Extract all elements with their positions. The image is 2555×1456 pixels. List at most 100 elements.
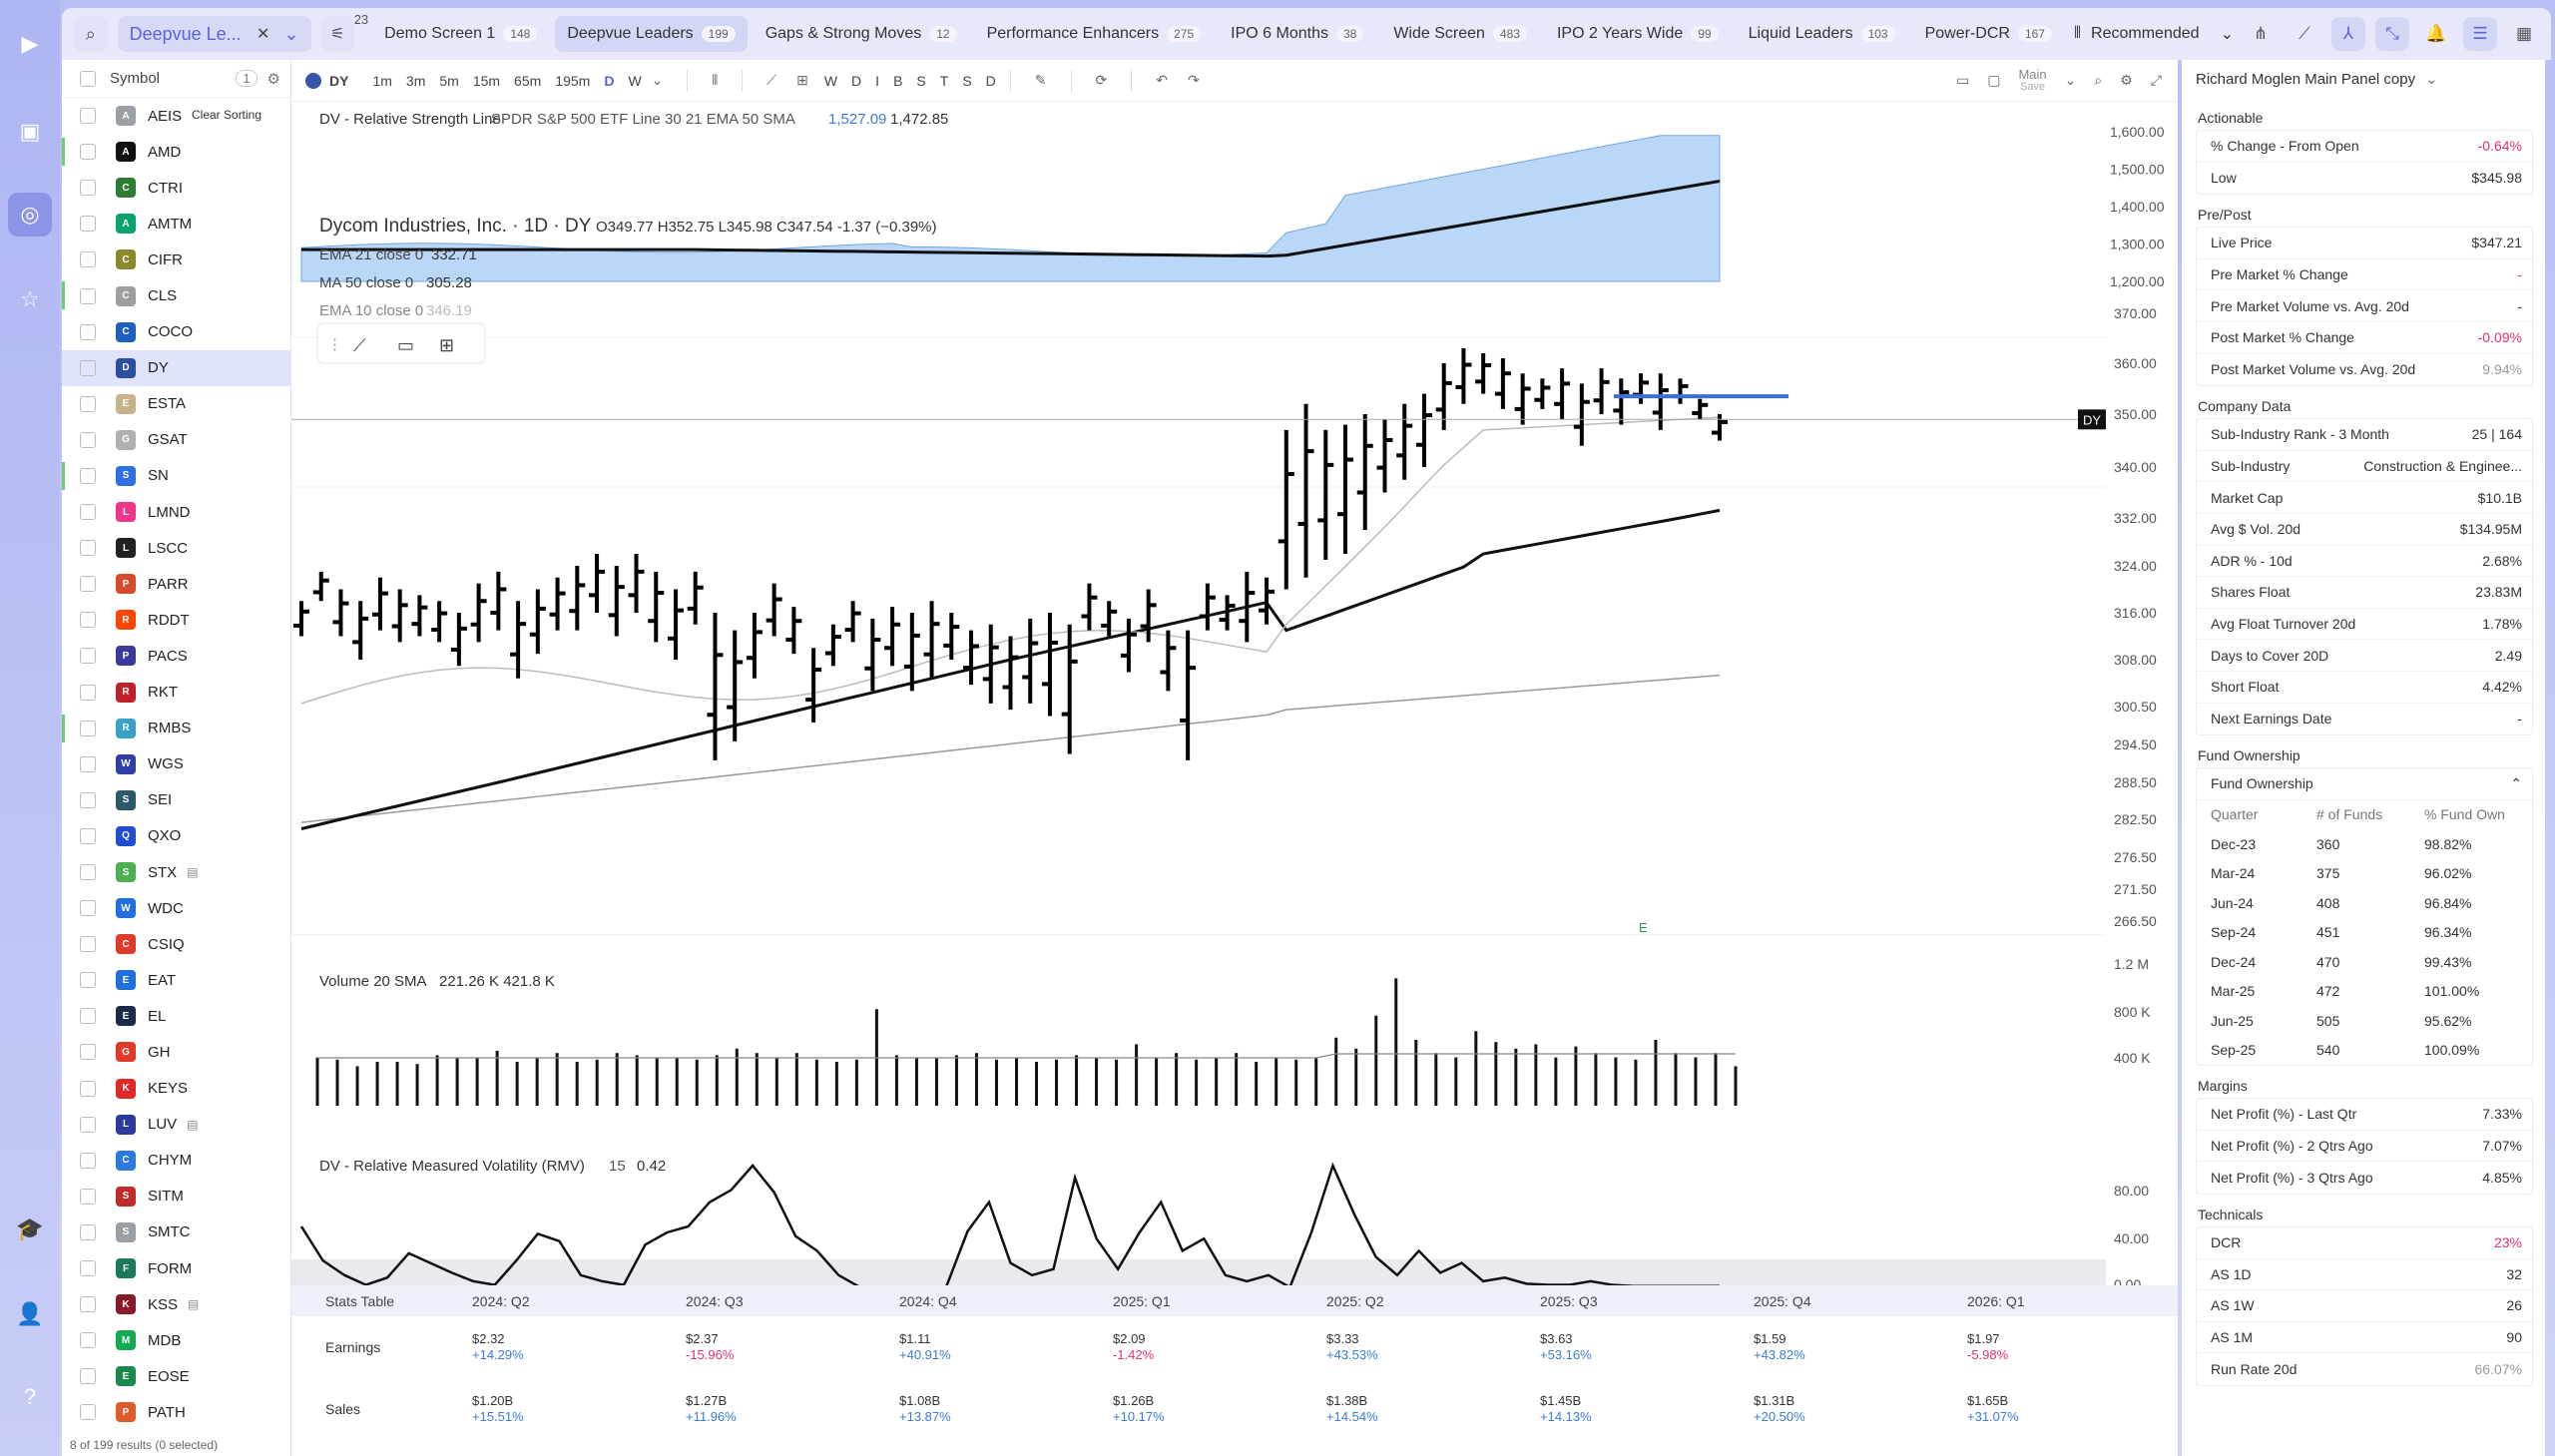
- row-checkbox[interactable]: [80, 144, 96, 161]
- row-checkbox[interactable]: [80, 1332, 96, 1349]
- fund-ownership-toggle[interactable]: Fund Ownership ⌃: [2197, 768, 2532, 800]
- symbol-row[interactable]: G GSAT: [62, 422, 290, 458]
- target-icon[interactable]: ◎: [8, 193, 52, 237]
- row-checkbox[interactable]: [80, 323, 96, 340]
- symbol-row[interactable]: S SN: [62, 458, 290, 494]
- chevron-down-icon[interactable]: ⌄: [651, 72, 664, 88]
- row-checkbox[interactable]: [80, 900, 96, 917]
- symbol-row[interactable]: L LSCC: [62, 530, 290, 566]
- price-chart[interactable]: 1,600.00 1,500.00 1,400.00 1,300.00 1,200.00…: [291, 102, 2178, 1327]
- undo-icon[interactable]: ↶: [1156, 72, 1168, 88]
- tab-deepvue-leaders[interactable]: Deepvue Leaders 199: [555, 16, 748, 52]
- row-checkbox[interactable]: [80, 108, 96, 125]
- symbol-row[interactable]: P PARR: [62, 566, 290, 602]
- symbol-row[interactable]: A AMTM: [62, 206, 290, 242]
- zoom-icon[interactable]: ⤡: [2375, 17, 2409, 51]
- symbol-row[interactable]: D DY: [62, 349, 290, 386]
- row-checkbox[interactable]: [80, 791, 96, 808]
- symbol-row[interactable]: L LMND: [62, 494, 290, 530]
- symbol-row[interactable]: R RDDT: [62, 602, 290, 638]
- timeframe-5m[interactable]: 5m: [439, 72, 459, 89]
- row-checkbox[interactable]: [80, 612, 96, 629]
- symbol-row[interactable]: M MDB: [62, 1322, 290, 1358]
- row-checkbox[interactable]: [80, 864, 96, 881]
- tab-wide-screen[interactable]: Wide Screen 483: [1381, 16, 1539, 52]
- pencil-icon[interactable]: ✎: [1034, 72, 1047, 88]
- symbol-row[interactable]: E EOSE: [62, 1358, 290, 1394]
- row-checkbox[interactable]: [80, 1188, 96, 1205]
- symbol-row[interactable]: C CTRI: [62, 170, 290, 206]
- star-icon[interactable]: ☆: [20, 286, 40, 311]
- row-checkbox[interactable]: [80, 180, 96, 197]
- layout-save[interactable]: Main Save: [2018, 68, 2046, 94]
- chevron-down-icon[interactable]: ⌄: [2064, 72, 2077, 88]
- timeframe-3m[interactable]: 3m: [405, 72, 426, 89]
- search-icon[interactable]: ⌕: [74, 16, 108, 52]
- symbol-row[interactable]: C COCO: [62, 314, 290, 350]
- row-checkbox[interactable]: [80, 1296, 96, 1313]
- period-S[interactable]: S: [962, 72, 972, 89]
- timeframe-1m[interactable]: 1m: [372, 72, 392, 89]
- row-checkbox[interactable]: [80, 936, 96, 953]
- symbol-row[interactable]: C CIFR: [62, 242, 290, 277]
- period-D[interactable]: D: [985, 72, 996, 89]
- timeframe-195m[interactable]: 195m: [555, 72, 591, 89]
- row-checkbox[interactable]: [80, 467, 96, 484]
- tab-liquid-leaders[interactable]: Liquid Leaders 103: [1737, 16, 1907, 52]
- apps-icon[interactable]: ⊞: [796, 72, 808, 88]
- timeframe-15m[interactable]: 15m: [472, 72, 501, 89]
- redo-icon[interactable]: ↷: [1187, 72, 1200, 88]
- refresh-icon[interactable]: ⟳: [1095, 72, 1108, 88]
- close-icon[interactable]: ✕: [256, 26, 270, 43]
- period-T[interactable]: T: [939, 72, 949, 89]
- symbol-row[interactable]: W WGS: [62, 746, 290, 782]
- select-all-checkbox[interactable]: [80, 70, 96, 87]
- symbol-row[interactable]: A AEIS: [62, 98, 290, 134]
- row-checkbox[interactable]: [80, 1404, 96, 1421]
- symbol-row[interactable]: G GH: [62, 1034, 290, 1070]
- symbol-row[interactable]: F FORM: [62, 1250, 290, 1286]
- tab-ipo-2-years-wide[interactable]: IPO 2 Years Wide 99: [1545, 16, 1731, 52]
- filter-button[interactable]: ⚟ 23: [320, 12, 368, 52]
- timeframe-65m[interactable]: 65m: [514, 72, 542, 89]
- symbol-row[interactable]: A AMD: [62, 134, 290, 170]
- chart-icon[interactable]: ⟋: [2299, 24, 2310, 43]
- symbol-row[interactable]: C CHYM: [62, 1143, 290, 1179]
- symbol-row[interactable]: W WDC: [62, 890, 290, 926]
- clear-sorting-tooltip[interactable]: Clear Sorting: [192, 108, 262, 122]
- row-checkbox[interactable]: [80, 1008, 96, 1025]
- sort-select[interactable]: ⦀ Recommended ⌄: [2064, 24, 2234, 44]
- row-checkbox[interactable]: [80, 827, 96, 844]
- help-icon[interactable]: ?: [23, 1384, 37, 1409]
- grid-view-icon[interactable]: ▦: [2515, 24, 2533, 43]
- row-checkbox[interactable]: [80, 648, 96, 665]
- graduation-icon[interactable]: 🎓: [16, 1216, 44, 1241]
- row-checkbox[interactable]: [80, 576, 96, 593]
- tab-performance-enhancers[interactable]: Performance Enhancers 275: [975, 16, 1214, 52]
- symbol-row[interactable]: P PATH: [62, 1394, 290, 1430]
- row-checkbox[interactable]: [80, 1152, 96, 1169]
- row-checkbox[interactable]: [80, 1368, 96, 1385]
- row-checkbox[interactable]: [80, 720, 96, 736]
- period-B[interactable]: B: [893, 72, 903, 89]
- tab-ipo-6-months[interactable]: IPO 6 Months 38: [1219, 16, 1375, 52]
- row-checkbox[interactable]: [80, 1044, 96, 1061]
- symbol-row[interactable]: E EAT: [62, 962, 290, 998]
- folder-icon[interactable]: ▢: [1987, 72, 2001, 88]
- symbol-row[interactable]: P PACS: [62, 638, 290, 674]
- row-checkbox[interactable]: [80, 540, 96, 557]
- share-icon[interactable]: ⋔: [2253, 24, 2269, 43]
- row-checkbox[interactable]: [80, 755, 96, 772]
- drawing-toolbar[interactable]: ⋮ ⟋ ▭ ⊞: [316, 322, 486, 364]
- symbol-row[interactable]: E EL: [62, 998, 290, 1034]
- indicator-icon[interactable]: ⅄: [2331, 17, 2365, 51]
- layout-icon[interactable]: ▣: [19, 119, 41, 144]
- tab-demo-screen-1[interactable]: Demo Screen 1 148: [372, 16, 549, 52]
- tab-gaps-strong-moves[interactable]: Gaps & Strong Moves 12: [754, 16, 969, 52]
- bar-type-icon[interactable]: ⫴: [712, 72, 719, 88]
- period-D[interactable]: D: [851, 72, 862, 89]
- symbol-row[interactable]: C CLS: [62, 277, 290, 313]
- panel-selector[interactable]: Richard Moglen Main Panel copy ⌄: [2182, 60, 2545, 98]
- row-checkbox[interactable]: [80, 1223, 96, 1240]
- row-checkbox[interactable]: [80, 972, 96, 989]
